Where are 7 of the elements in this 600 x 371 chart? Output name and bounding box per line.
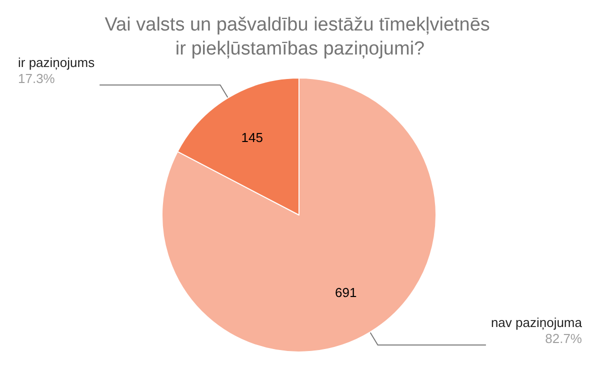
chart-title: Vai valsts un pašvaldību iestāžu tīmekļvietnēs ir piekļūstamības paziņojumi? [104,14,496,60]
text: 82.7% [545,330,582,346]
text: 17.3% [18,71,56,86]
slice-label: ir paziņojums [18,55,96,70]
data-label: 145 [241,130,263,146]
slice-label: nav paziņojuma [490,314,583,330]
data-label: 691 [335,284,357,300]
